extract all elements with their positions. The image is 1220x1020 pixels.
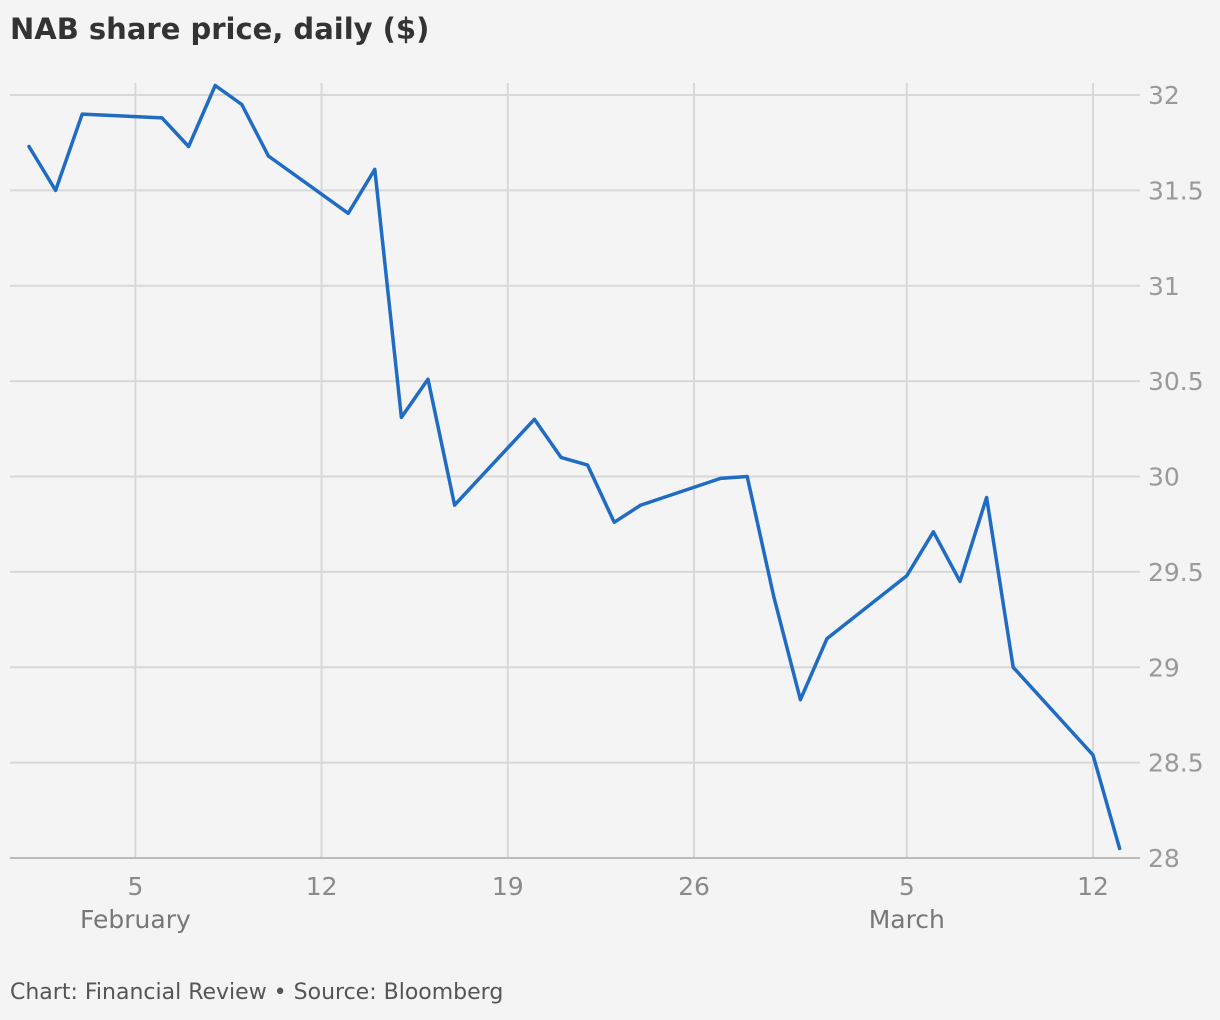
y-tick-label: 31.5 xyxy=(1148,176,1204,205)
data-point xyxy=(798,698,802,702)
y-tick-label: 32 xyxy=(1148,81,1180,110)
data-point xyxy=(80,112,84,116)
data-point xyxy=(27,145,31,148)
data-point xyxy=(266,154,270,158)
data-point xyxy=(160,116,164,120)
data-point xyxy=(958,579,962,583)
y-tick-label: 29.5 xyxy=(1148,558,1204,587)
data-point xyxy=(559,455,563,459)
data-point xyxy=(985,496,989,499)
data-point xyxy=(453,503,457,507)
data-point xyxy=(532,417,536,421)
series-group xyxy=(27,83,1122,851)
x-tick-label: 12 xyxy=(1077,872,1109,901)
data-point xyxy=(346,211,350,215)
x-tick-label: 19 xyxy=(492,872,524,901)
y-tick-label: 29 xyxy=(1148,653,1180,682)
data-point xyxy=(825,637,829,641)
data-point xyxy=(586,463,590,467)
month-label: March xyxy=(869,905,945,934)
x-tick-label: 26 xyxy=(678,872,710,901)
data-point xyxy=(905,574,909,578)
vertical-gridlines xyxy=(134,83,1094,858)
data-point xyxy=(54,188,58,192)
y-tick-label: 28 xyxy=(1148,844,1180,873)
y-tick-label: 28.5 xyxy=(1148,749,1204,778)
data-point xyxy=(1011,665,1015,669)
data-point xyxy=(187,145,191,148)
x-tick-label: 5 xyxy=(899,872,915,901)
data-point xyxy=(719,476,723,480)
chart-title: NAB share price, daily ($) xyxy=(10,12,430,46)
chart-source-note: Chart: Financial Review • Source: Bloomb… xyxy=(10,980,504,1005)
x-tick-label: 12 xyxy=(306,872,338,901)
x-tick-label: 5 xyxy=(127,872,143,901)
month-labels: February March xyxy=(80,905,945,934)
data-point xyxy=(745,475,749,478)
data-point xyxy=(213,84,217,87)
data-point xyxy=(399,415,403,419)
data-point xyxy=(772,595,776,599)
horizontal-gridlines xyxy=(10,94,1140,764)
y-axis-tick-labels: 32 31.5 31 30.5 30 29.5 29 28.5 28 xyxy=(1148,81,1204,873)
data-point xyxy=(931,530,935,534)
data-point xyxy=(373,167,377,171)
x-axis-tick-labels: 5 12 19 26 5 12 xyxy=(127,872,1108,901)
data-point xyxy=(426,377,430,381)
data-point xyxy=(639,503,643,507)
month-label: February xyxy=(80,905,191,934)
data-point xyxy=(240,103,244,106)
data-point xyxy=(1118,847,1122,850)
data-point xyxy=(612,520,616,524)
data-point xyxy=(1091,753,1095,757)
y-tick-label: 30 xyxy=(1148,463,1180,492)
y-tick-label: 30.5 xyxy=(1148,367,1204,396)
series-line xyxy=(27,83,1122,851)
y-tick-label: 31 xyxy=(1148,272,1180,301)
